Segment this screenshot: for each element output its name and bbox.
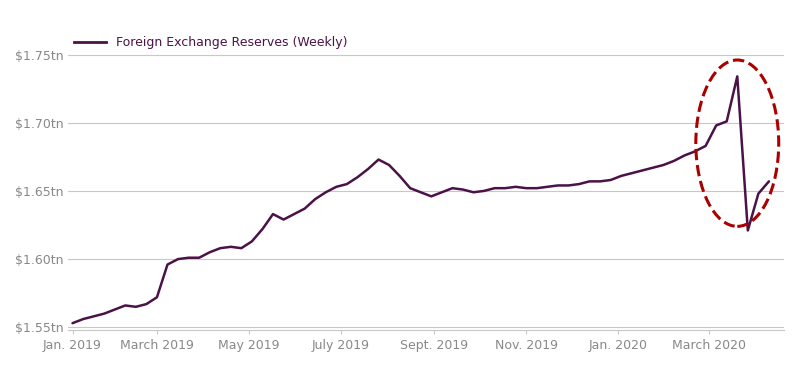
Legend: Foreign Exchange Reserves (Weekly): Foreign Exchange Reserves (Weekly) xyxy=(74,36,347,49)
